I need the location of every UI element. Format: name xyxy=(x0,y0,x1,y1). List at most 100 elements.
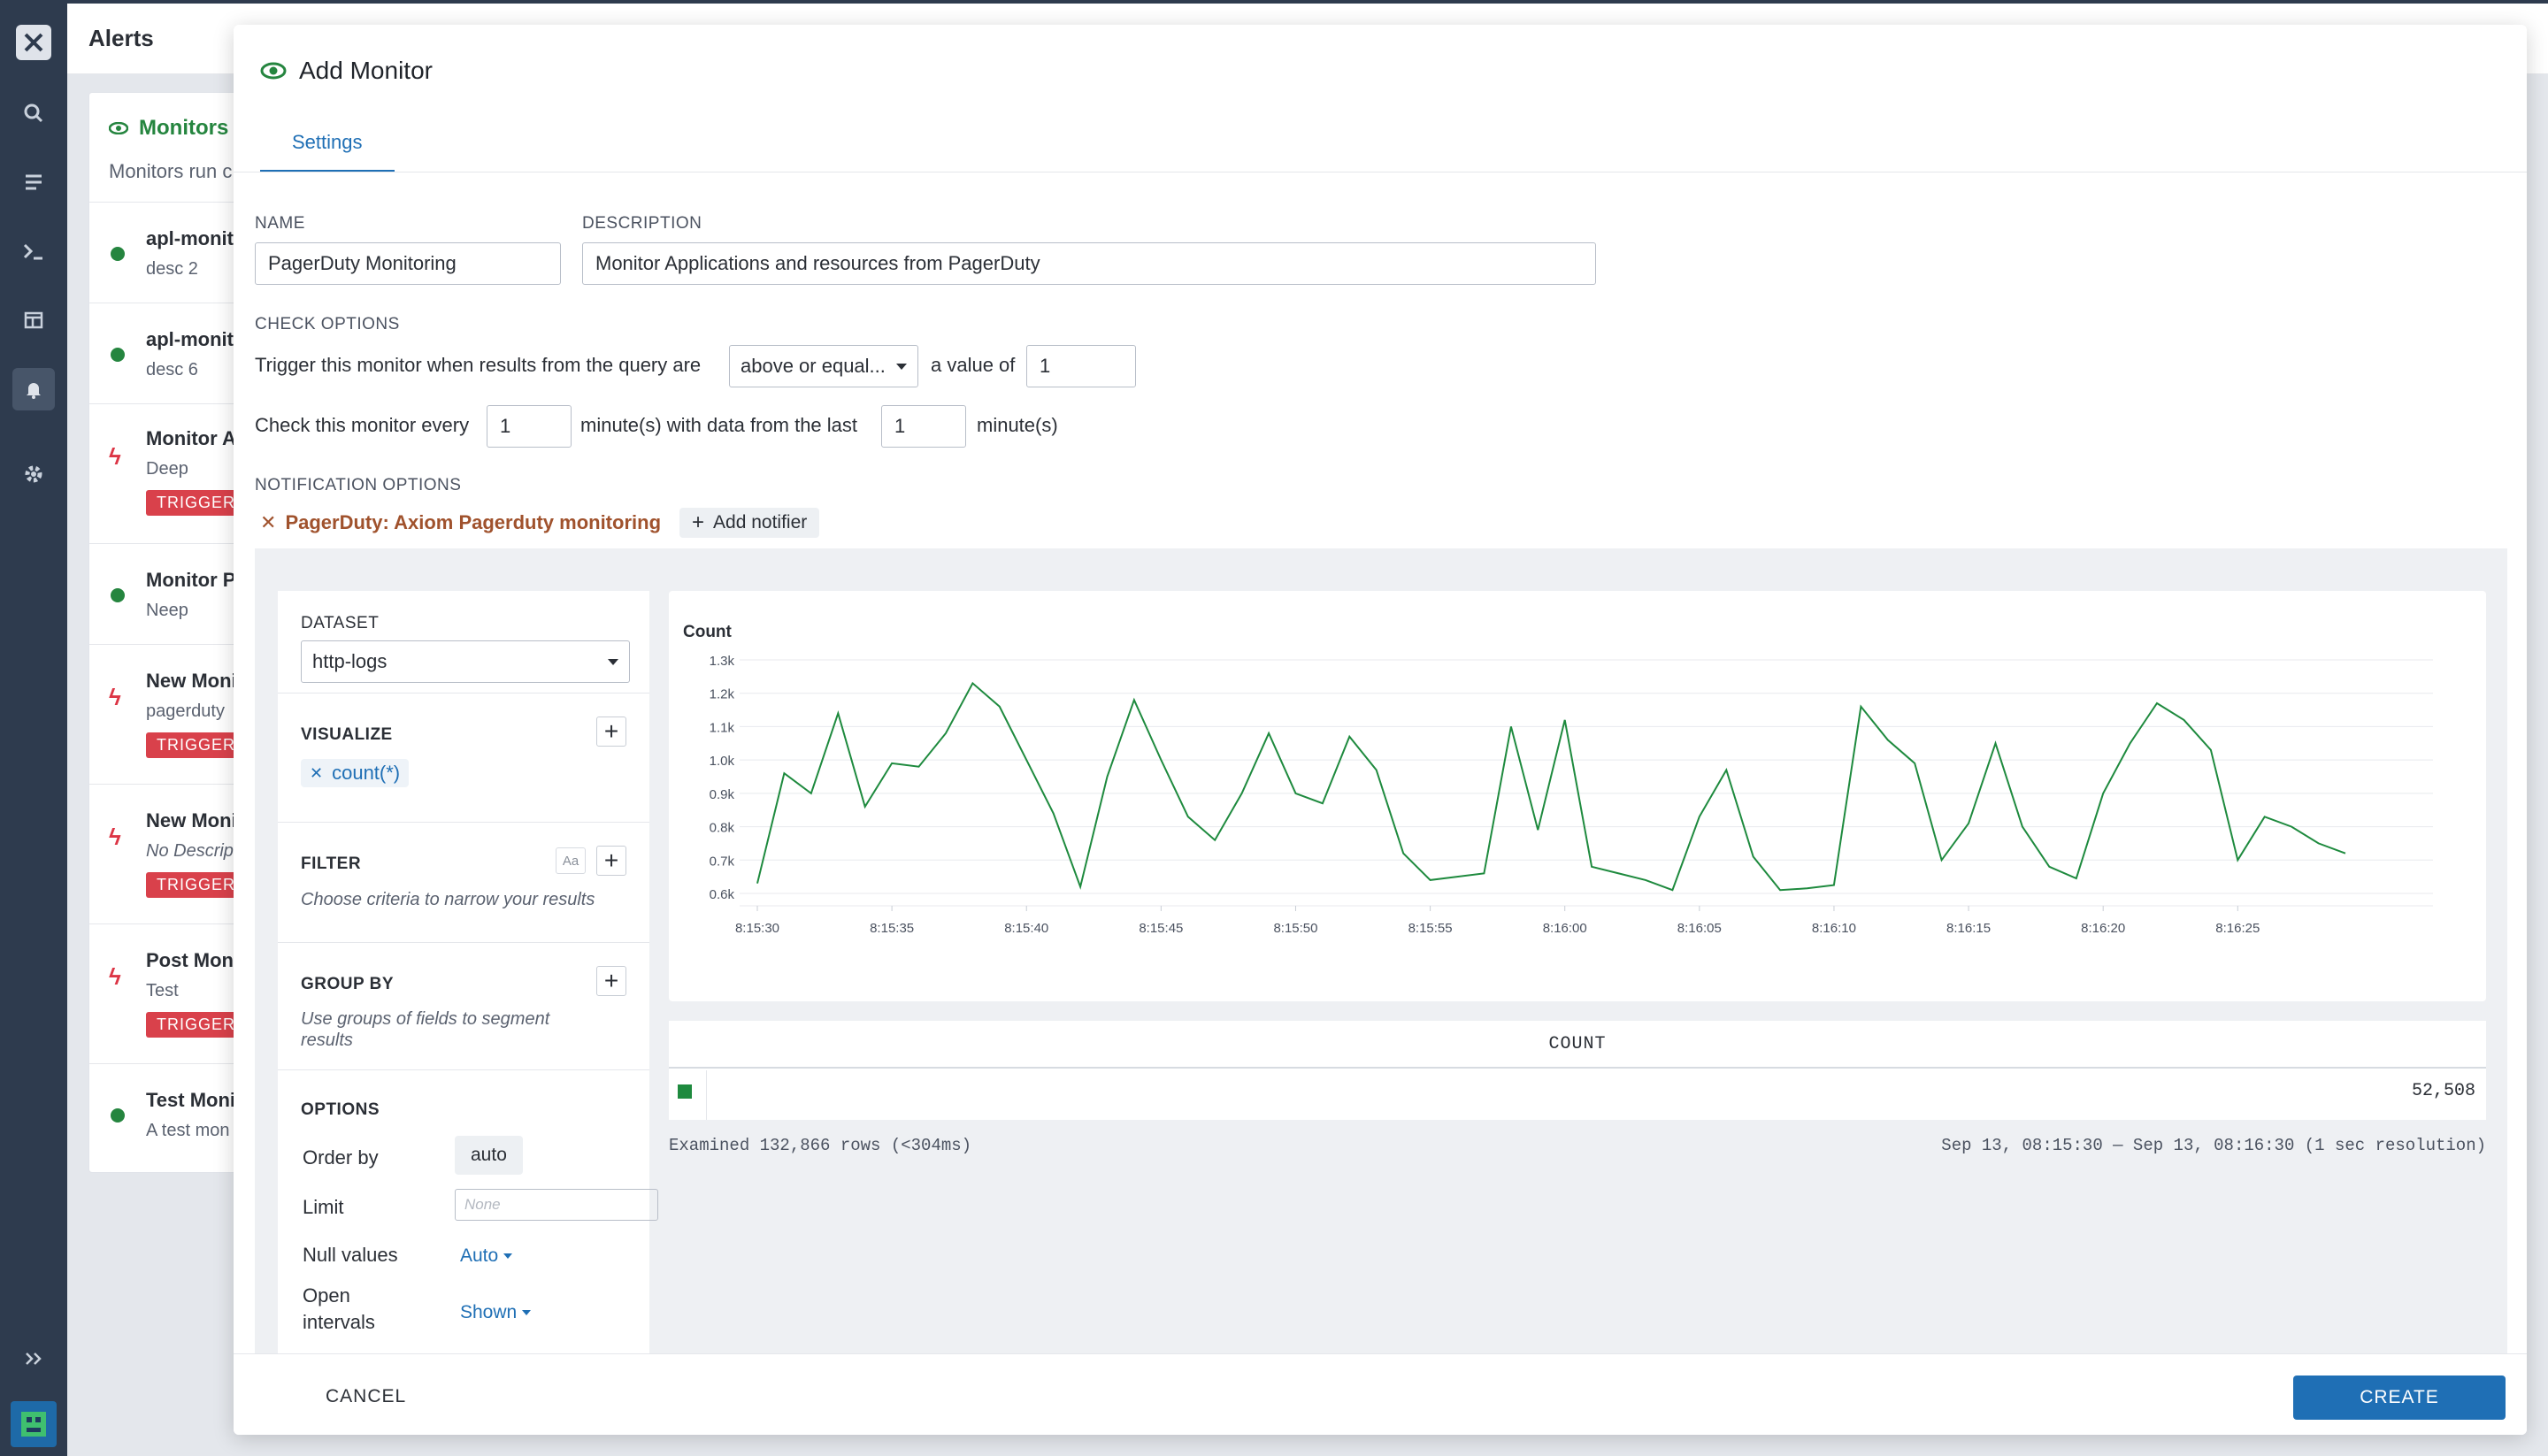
expand-chevrons-icon[interactable] xyxy=(12,1337,55,1380)
status-ok-dot xyxy=(111,1108,125,1123)
x-tick-label: 8:15:35 xyxy=(870,921,914,936)
monitors-panel-subtitle: Monitors run c xyxy=(109,160,233,182)
remove-x-icon[interactable]: ✕ xyxy=(260,511,277,533)
limit-input[interactable]: None xyxy=(455,1189,658,1221)
x-tick-label: 8:16:05 xyxy=(1677,921,1722,936)
eye-icon xyxy=(260,62,287,80)
add-filter-button[interactable]: + xyxy=(596,846,626,876)
monitor-list-item[interactable]: apl-monit desc 2 xyxy=(89,203,265,303)
open-intervals-label: Open intervals xyxy=(303,1284,375,1333)
alerts-bell-icon[interactable] xyxy=(12,368,55,410)
plus-icon: + xyxy=(692,510,705,534)
remove-x-icon[interactable]: ✕ xyxy=(310,763,324,782)
monitor-list-item[interactable]: apl-monit desc 6 xyxy=(89,303,265,404)
open-intervals-dropdown[interactable]: Shown xyxy=(460,1302,532,1323)
x-tick-label: 8:15:55 xyxy=(1408,921,1453,936)
check-every-text: Check this monitor every xyxy=(255,414,470,436)
dataset-label: DATASET xyxy=(301,614,380,632)
add-visualization-button[interactable]: + xyxy=(596,717,626,747)
status-ok-dot xyxy=(111,588,125,602)
dashboards-icon[interactable] xyxy=(12,299,55,341)
filter-label: FILTER xyxy=(301,854,362,873)
value-of-text: a value of xyxy=(931,354,1016,376)
x-tick-label: 8:16:25 xyxy=(2215,921,2260,936)
axiom-logo[interactable] xyxy=(16,25,51,60)
filter-hint: Choose criteria to narrow your results xyxy=(301,890,595,909)
notification-options-label: NOTIFICATION OPTIONS xyxy=(255,476,462,494)
stream-icon[interactable] xyxy=(12,161,55,203)
user-avatar[interactable] xyxy=(11,1401,57,1447)
options-section: OPTIONS Order by auto Limit None Null va… xyxy=(278,1070,658,1359)
description-label: DESCRIPTION xyxy=(582,214,702,233)
triggered-bolt-icon: ϟ xyxy=(109,684,121,710)
name-input[interactable]: PagerDuty Monitoring xyxy=(255,242,561,285)
query-builder: DATASET http-logs VISUALIZE + ✕ count(*)… xyxy=(278,591,658,1369)
caret-down-icon xyxy=(522,1310,532,1315)
null-values-dropdown[interactable]: Auto xyxy=(460,1245,513,1267)
create-button[interactable]: CREATE xyxy=(2293,1376,2506,1420)
order-by-button[interactable]: auto xyxy=(455,1136,523,1175)
visualization-chip[interactable]: ✕ count(*) xyxy=(301,759,410,787)
search-icon[interactable] xyxy=(12,92,55,134)
caret-down-icon xyxy=(895,363,907,370)
triggered-bolt-icon: ϟ xyxy=(109,443,121,470)
terminal-icon[interactable] xyxy=(12,230,55,272)
status-ok-dot xyxy=(111,348,125,362)
monitors-panel-title: Monitors xyxy=(109,116,265,141)
null-values-label: Null values xyxy=(303,1244,398,1266)
count-line-chart: Count 0.6k 0.7k 0.8k 0.9k 1.0k 1.1k 1.2k 1.3k 8:1… xyxy=(683,623,2433,936)
case-toggle[interactable]: Aa xyxy=(556,847,586,874)
description-input[interactable]: Monitor Applications and resources from … xyxy=(582,242,1596,285)
dataset-section: DATASET http-logs xyxy=(278,591,649,694)
y-tick-label: 0.9k xyxy=(710,787,735,802)
groupby-label: GROUP BY xyxy=(301,975,395,993)
notifier-chip[interactable]: ✕ PagerDuty: Axiom Pagerduty monitoring xyxy=(260,511,662,533)
tab-settings[interactable]: Settings xyxy=(260,131,395,172)
triggered-bolt-icon: ϟ xyxy=(109,824,121,850)
operator-select[interactable]: above or equal... xyxy=(729,345,918,387)
y-tick-label: 0.7k xyxy=(710,854,735,869)
y-tick-label: 1.2k xyxy=(710,687,735,702)
x-tick-label: 8:16:15 xyxy=(1946,921,1991,936)
page-title: Alerts xyxy=(88,25,154,51)
options-label: OPTIONS xyxy=(301,1100,380,1119)
add-notifier-button[interactable]: + Add notifier xyxy=(679,508,820,538)
y-tick-label: 0.6k xyxy=(710,887,735,902)
dataset-select[interactable]: http-logs xyxy=(301,640,630,683)
add-groupby-button[interactable]: + xyxy=(596,966,626,996)
x-tick-label: 8:16:10 xyxy=(1812,921,1856,936)
series-swatch xyxy=(678,1084,692,1099)
left-nav xyxy=(0,0,67,1456)
x-tick-label: 8:16:00 xyxy=(1543,921,1587,936)
filter-section: FILTER Aa + Choose criteria to narrow yo… xyxy=(278,823,649,943)
caret-down-icon xyxy=(503,1253,513,1259)
y-tick-label: 1.0k xyxy=(710,754,735,769)
status-ok-dot xyxy=(111,247,125,261)
triggered-bolt-icon: ϟ xyxy=(109,963,121,990)
y-tick-label: 0.8k xyxy=(710,821,735,836)
table-divider xyxy=(706,1070,707,1120)
minutes-text: minute(s) xyxy=(977,414,1058,436)
monitor-list-item[interactable]: Test Moni A test mon xyxy=(89,1064,265,1160)
cancel-button[interactable]: CANCEL xyxy=(326,1386,407,1406)
chart-card: Count 0.6k 0.7k 0.8k 0.9k 1.0k 1.1k 1.2k 1.3k 8:1… xyxy=(669,591,2486,1001)
order-by-label: Order by xyxy=(303,1146,379,1169)
modal-footer: CANCEL CREATE xyxy=(234,1353,2527,1435)
time-range-text: Sep 13, 08:15:30 — Sep 13, 08:16:30 (1 s… xyxy=(1941,1136,2486,1155)
y-tick-label: 1.1k xyxy=(710,720,735,735)
minutes-with-text: minute(s) with data from the last xyxy=(580,414,858,436)
check-every-input[interactable]: 1 xyxy=(487,405,572,448)
x-tick-label: 8:16:20 xyxy=(2081,921,2125,936)
limit-label: Limit xyxy=(303,1196,344,1218)
check-options-label: CHECK OPTIONS xyxy=(255,315,400,333)
add-monitor-modal: Add Monitor Settings NAME PagerDuty Moni… xyxy=(234,25,2527,1435)
modal-tabs: Settings xyxy=(260,131,395,172)
last-minutes-input[interactable]: 1 xyxy=(881,405,966,448)
examined-rows-text: Examined 132,866 rows (<304ms) xyxy=(669,1136,972,1155)
results-table: COUNT 52,508 xyxy=(669,1021,2486,1120)
monitor-list-item[interactable]: Monitor P Neep xyxy=(89,544,265,645)
count-series-line xyxy=(756,681,2346,892)
threshold-input[interactable]: 1 xyxy=(1026,345,1136,387)
settings-gear-icon[interactable] xyxy=(12,453,55,495)
eye-icon xyxy=(109,122,128,134)
